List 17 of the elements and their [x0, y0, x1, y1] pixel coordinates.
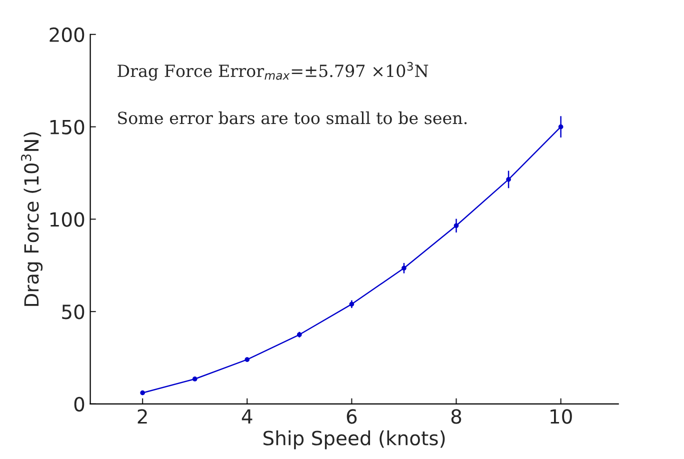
x-tick-label: 4 [242, 409, 252, 424]
y-tick-label: 200 [50, 27, 84, 42]
x-axis-title: Ship Speed (knots) [264, 430, 445, 450]
y-tick-label: 150 [50, 120, 84, 134]
y-tick-label: 50 [62, 304, 84, 320]
y-tick-label: 100 [50, 212, 84, 227]
x-tick-label: 2 [138, 409, 147, 424]
y-tick-label: 0 [74, 396, 84, 412]
annotation: Some error bars are too small to be seen. [118, 111, 467, 124]
x-tick-label: 8 [451, 409, 462, 424]
x-tick-label: 6 [346, 409, 357, 424]
annotation: Drag Force Error$_{max}$=±5.797 ×10$^{3}$N [118, 62, 428, 81]
point [192, 376, 198, 382]
x-tick-label: 10 [550, 409, 572, 424]
point [140, 390, 145, 396]
y-axis-title: Drag Force (10$^{3}$N) [20, 132, 43, 306]
point [244, 357, 250, 362]
